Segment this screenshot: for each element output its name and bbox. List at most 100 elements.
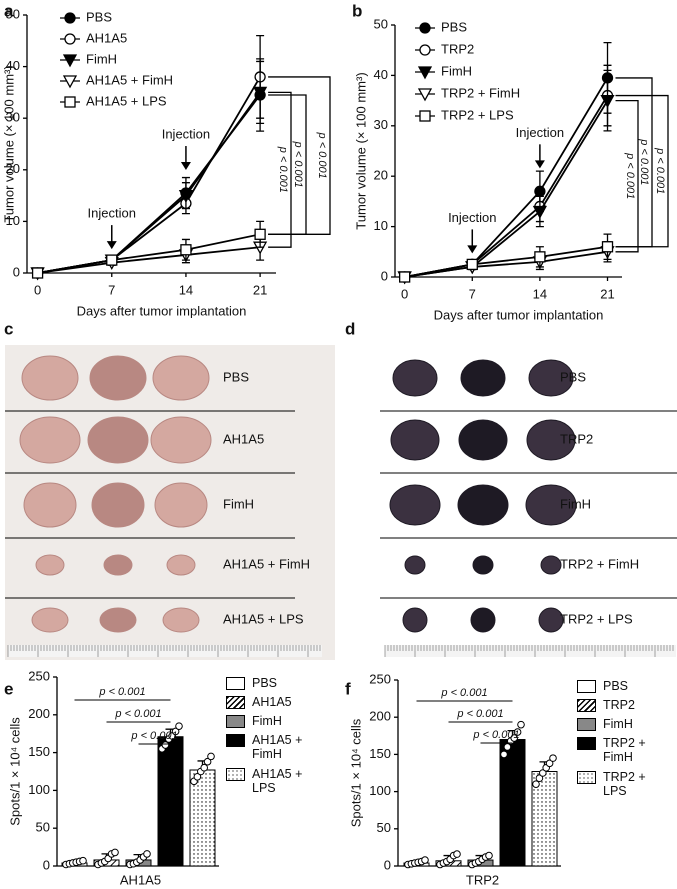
annotation: Injection (162, 126, 210, 141)
legend-label: PBS (252, 676, 278, 690)
tumor (457, 484, 509, 526)
marker (106, 254, 118, 266)
legend-label: FimH (603, 717, 633, 731)
bar (157, 736, 184, 867)
series-line (37, 94, 261, 274)
data-point (421, 856, 429, 864)
legend-label: AH1A5 (252, 695, 292, 709)
row-label: TRP2 (560, 431, 593, 446)
annotation: Injection (448, 210, 496, 225)
legend-marker (417, 88, 433, 102)
legend-marker (64, 96, 76, 108)
series-line (404, 250, 608, 278)
data-point (79, 856, 87, 865)
arrowhead (467, 245, 478, 254)
data-point (203, 757, 212, 766)
data-point (510, 734, 519, 742)
row-label: TRP2 + LPS (560, 611, 633, 626)
tumor (91, 482, 145, 528)
tumor (470, 607, 496, 633)
significance-bracket (268, 94, 307, 235)
marker (399, 271, 411, 283)
legend-label: FimH (86, 51, 117, 66)
x-tick-label: 7 (469, 286, 476, 301)
y-axis-title: Spots/1 × 10⁴ cells (348, 718, 363, 827)
row-label: AH1A5 + LPS (223, 611, 304, 626)
x-tick-label: 0 (34, 282, 41, 297)
tumor (166, 554, 196, 576)
tumor (19, 416, 81, 464)
panel-letter: c (4, 319, 13, 338)
tumor (526, 419, 576, 461)
y-tick-label: 40 (374, 67, 388, 82)
legend-swatch (577, 737, 596, 750)
legend-label: PBS (441, 19, 467, 34)
legend-marker (62, 54, 78, 68)
panel-letter: e (4, 679, 13, 698)
row-label: AH1A5 + FimH (223, 556, 310, 571)
significance-label: p < 0.001 (472, 729, 519, 741)
significance-bracket (615, 99, 639, 253)
significance-bracket (615, 77, 653, 248)
legend-marker (64, 12, 76, 24)
y-tick-label: 30 (6, 110, 20, 125)
marker (180, 244, 192, 256)
tumor (402, 607, 428, 633)
legend-marker (417, 66, 433, 80)
legend-swatch (226, 696, 245, 709)
data-point (207, 752, 215, 761)
annotation: Injection (516, 125, 564, 140)
tumor (89, 355, 147, 401)
panel-letter: a (4, 1, 14, 20)
legend-label: FimH (252, 714, 282, 728)
y-axis-title: Spots/1 × 10⁴ cells (7, 717, 22, 826)
legend-swatch (577, 771, 596, 784)
marker (466, 258, 478, 271)
row-label: FimH (223, 496, 254, 511)
legend-swatch (577, 718, 596, 731)
tumor (389, 484, 441, 526)
tumor (525, 484, 577, 526)
y-tick-label: 200 (28, 706, 50, 721)
panel-letter: b (352, 1, 362, 20)
data-point (143, 850, 151, 858)
significance-label: p < 0.001 (654, 147, 666, 194)
ruler (8, 645, 322, 657)
series-line (404, 95, 609, 278)
significance-label: p < 0.001 (638, 138, 650, 185)
x-tick-label: 0 (401, 286, 408, 301)
data-point (111, 848, 119, 857)
y-tick-label: 50 (377, 820, 391, 835)
row-label: FimH (560, 496, 591, 511)
y-tick-label: 20 (374, 168, 388, 183)
y-axis-title: Tumor volume (× 100 mm³) (353, 72, 368, 229)
data-point (485, 851, 493, 860)
x-axis-title: Days after tumor implantation (77, 303, 247, 318)
legend-label: AH1A5 + LPS (86, 93, 167, 108)
significance-label: p < 0.001 (456, 708, 503, 720)
x-tick-label: TRP2 (466, 872, 499, 887)
legend-marker (64, 33, 76, 45)
marker (31, 267, 44, 279)
legend-label: AH1A5 + LPS (252, 767, 303, 795)
tumor (150, 416, 212, 464)
row-label: AH1A5 (223, 431, 264, 446)
annotation: Injection (88, 206, 136, 221)
y-tick-label: 50 (374, 16, 388, 31)
significance-label: p < 0.001 (277, 146, 289, 193)
data-point (513, 728, 522, 736)
legend-label: TRP2 + LPS (441, 107, 514, 122)
significance-label: p < 0.001 (292, 141, 304, 188)
legend-label: AH1A5 + FimH (252, 733, 303, 761)
legend-swatch (226, 768, 245, 781)
data-point (532, 780, 540, 788)
significance-label: p < 0.001 (130, 730, 177, 742)
marker (178, 189, 194, 203)
row-label: PBS (223, 369, 249, 384)
tumor (99, 607, 137, 633)
marker (601, 241, 614, 253)
y-tick-label: 0 (43, 857, 50, 872)
legend-label: FimH (441, 63, 472, 78)
y-tick-label: 10 (374, 218, 388, 233)
